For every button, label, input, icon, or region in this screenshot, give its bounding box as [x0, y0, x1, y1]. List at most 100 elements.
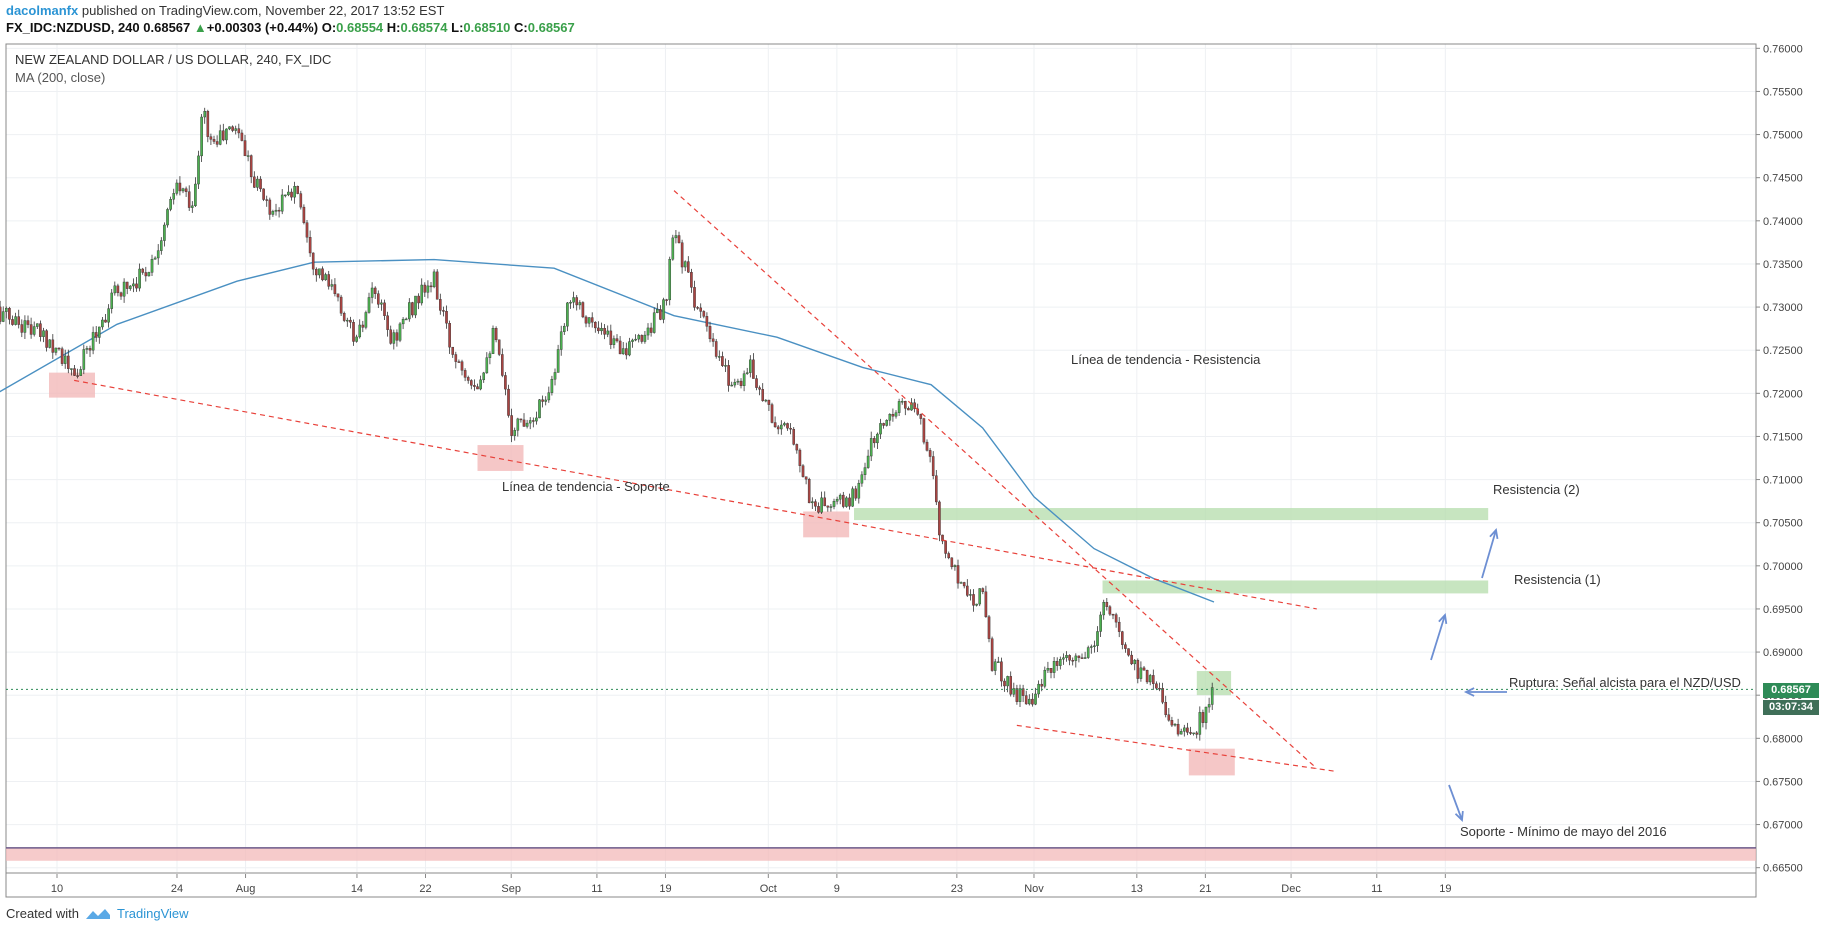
lower-trendline	[1016, 724, 1335, 772]
candle-body	[798, 449, 802, 466]
candle-body	[132, 283, 135, 287]
candle-body	[786, 423, 789, 429]
arrow-up-2	[1481, 529, 1497, 579]
candle-body	[355, 336, 358, 342]
candle-body	[851, 488, 854, 507]
candle-body	[1142, 667, 1146, 671]
candle-body	[1052, 661, 1056, 673]
candle-body	[1136, 659, 1140, 679]
candle-body	[1152, 675, 1155, 684]
x-tick-label: 10	[51, 883, 63, 895]
candle-body	[191, 205, 194, 208]
breakout-label: Ruptura: Señal alcista para el NZD/USD	[1509, 675, 1741, 690]
candle-body	[358, 324, 362, 338]
candle-body	[76, 375, 79, 377]
x-tick-label: 14	[351, 883, 363, 895]
candle-body	[1114, 614, 1118, 623]
publish-info: dacolmanfx published on TradingView.com,…	[6, 3, 444, 18]
candle-body	[209, 136, 213, 140]
candle-body	[277, 209, 281, 212]
candle-body	[460, 361, 464, 371]
candle-body	[187, 191, 191, 208]
candle-body	[885, 420, 889, 426]
candle-body	[1161, 688, 1164, 703]
candle-body	[761, 389, 765, 401]
candle-body	[333, 284, 337, 295]
candle-body	[1176, 723, 1180, 735]
candle-body	[160, 240, 163, 251]
arrows-layer	[1430, 528, 1507, 822]
candle-body	[572, 297, 575, 303]
candle-body	[507, 388, 510, 416]
candle-body	[947, 553, 951, 559]
candle-body	[153, 257, 157, 260]
candle-body	[98, 326, 101, 338]
candle-body	[978, 588, 982, 605]
candle-body	[693, 287, 696, 308]
candle-body	[194, 183, 197, 207]
candle-body	[1158, 688, 1161, 690]
candle-body	[429, 285, 433, 288]
candle-body	[510, 415, 513, 436]
candle-body	[36, 323, 39, 327]
candle-body	[807, 479, 811, 504]
candle-body	[556, 349, 560, 373]
candle-body	[377, 293, 380, 305]
candle-body	[411, 302, 414, 316]
candle-body	[1148, 675, 1152, 683]
candle-body	[665, 299, 668, 301]
candle-body	[1102, 602, 1106, 616]
candle-body	[504, 375, 507, 390]
candle-body	[1195, 732, 1199, 735]
candle-body	[656, 309, 659, 313]
support-min-label: Soporte - Mínimo de mayo del 2016	[1460, 824, 1667, 839]
candle-body	[48, 339, 52, 348]
candle-body	[1049, 668, 1053, 673]
candle-body	[683, 261, 687, 268]
footer: Created with TradingView	[6, 906, 189, 921]
x-tick-label: 11	[591, 883, 602, 895]
candle-body	[1003, 680, 1006, 687]
price-axis: 0.76000 0.75500 0.75000 0.74500 0.74000 0.735…	[1756, 43, 1803, 875]
candle-body	[609, 330, 613, 345]
candle-body	[373, 287, 377, 294]
candle-body	[315, 268, 318, 276]
candle-body	[1139, 667, 1143, 679]
candle-body	[612, 338, 616, 345]
candle-body	[141, 268, 145, 273]
candle-body	[1111, 613, 1115, 616]
candle-body	[144, 272, 148, 277]
candle-body	[14, 316, 17, 325]
candle-body	[342, 313, 346, 321]
candle-body	[299, 193, 303, 208]
candle-body	[587, 317, 591, 324]
candle-body	[293, 186, 296, 198]
candle-body	[987, 616, 991, 639]
candle-body	[649, 327, 653, 333]
candle-body	[597, 327, 600, 332]
y-tick-label: 0.66500	[1763, 863, 1803, 875]
tradingview-link[interactable]: TradingView	[116, 906, 189, 921]
candle-body	[305, 222, 309, 238]
candle-body	[23, 320, 27, 333]
candle-body	[776, 426, 780, 430]
candle-body	[423, 284, 427, 293]
ma-legend: MA (200, close)	[15, 70, 105, 85]
open-value: 0.68554	[336, 20, 384, 35]
candle-body	[860, 474, 864, 484]
candle-body	[538, 399, 541, 419]
candle-body	[907, 408, 910, 411]
candle-body	[290, 191, 293, 198]
candle-body	[1201, 712, 1205, 723]
arrow-down-support	[1448, 784, 1463, 821]
author-link[interactable]: dacolmanfx	[6, 3, 79, 18]
chart-grid	[6, 44, 1756, 872]
candle-body	[600, 327, 603, 332]
candle-body	[835, 498, 839, 502]
candle-body	[962, 582, 966, 587]
candle-body	[79, 369, 83, 376]
candle-body	[1068, 655, 1071, 661]
y-tick-label: 0.71000	[1763, 475, 1803, 487]
candle-body	[1018, 688, 1022, 702]
